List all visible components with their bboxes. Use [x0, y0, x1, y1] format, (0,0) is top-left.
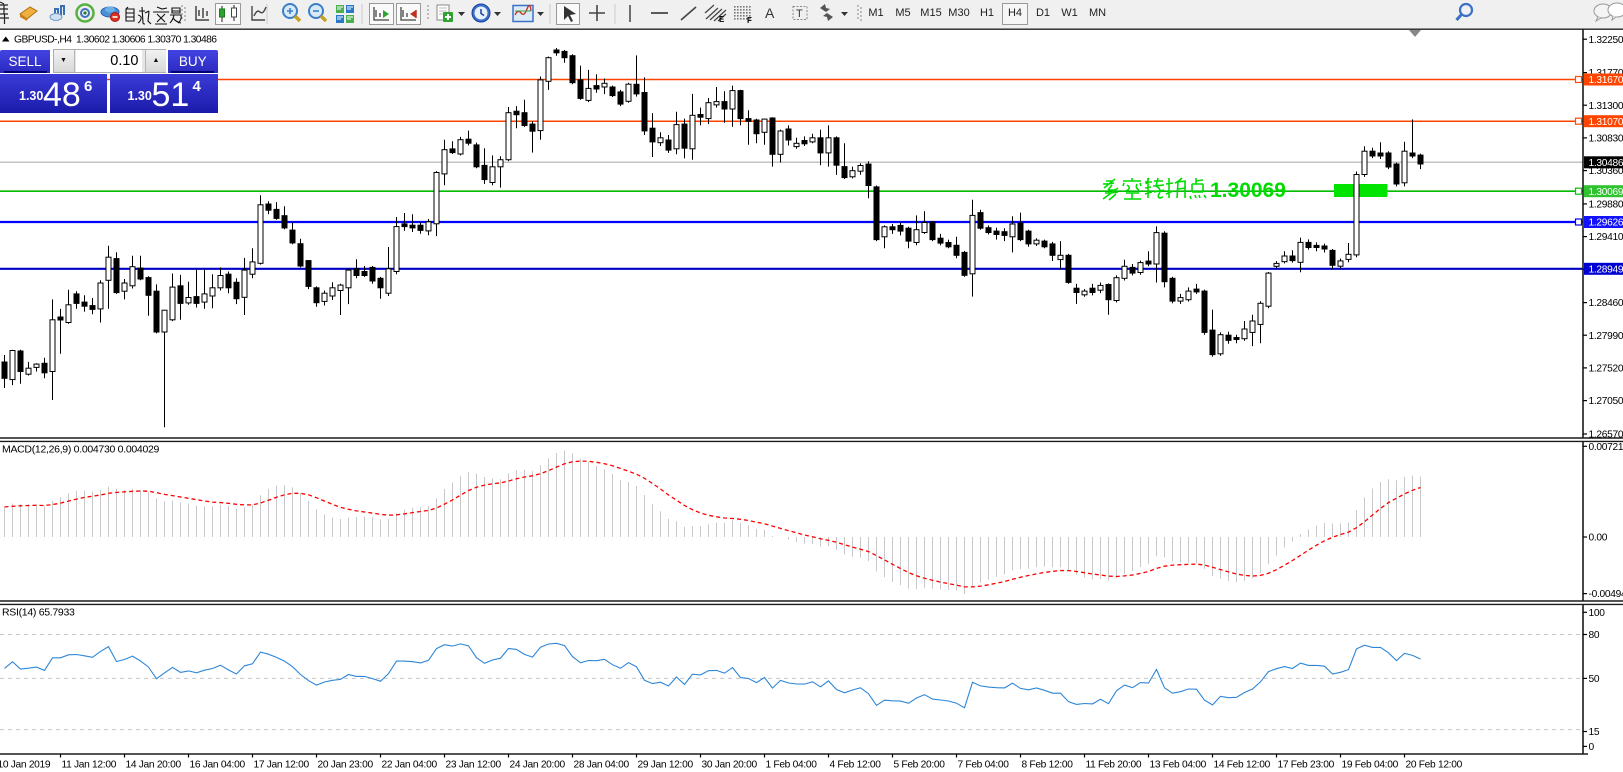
- svg-text:19 Feb 04:00: 19 Feb 04:00: [1342, 760, 1399, 771]
- svg-text:5 Feb 20:00: 5 Feb 20:00: [894, 760, 946, 771]
- svg-text:80: 80: [1589, 630, 1600, 641]
- svg-text:16 Jan 04:00: 16 Jan 04:00: [190, 760, 246, 771]
- svg-text:7 Feb 04:00: 7 Feb 04:00: [958, 760, 1010, 771]
- svg-text:4 Feb 12:00: 4 Feb 12:00: [830, 760, 882, 771]
- svg-text:10 Jan 2019: 10 Jan 2019: [0, 760, 51, 771]
- svg-text:1.26570: 1.26570: [1589, 430, 1623, 441]
- svg-text:22 Jan 04:00: 22 Jan 04:00: [382, 760, 438, 771]
- svg-text:1.27050: 1.27050: [1589, 396, 1623, 407]
- svg-text:1 Feb 04:00: 1 Feb 04:00: [766, 760, 818, 771]
- svg-text:14 Jan 20:00: 14 Jan 20:00: [126, 760, 182, 771]
- svg-text:17 Feb 23:00: 17 Feb 23:00: [1278, 760, 1335, 771]
- svg-text:0.007216: 0.007216: [1589, 442, 1623, 453]
- svg-text:30 Jan 20:00: 30 Jan 20:00: [702, 760, 758, 771]
- svg-text:23 Jan 12:00: 23 Jan 12:00: [446, 760, 502, 771]
- svg-text:T: T: [796, 8, 803, 20]
- svg-text:14 Feb 12:00: 14 Feb 12:00: [1214, 760, 1271, 771]
- svg-text:20 Jan 23:00: 20 Jan 23:00: [318, 760, 374, 771]
- svg-text:13 Feb 04:00: 13 Feb 04:00: [1150, 760, 1207, 771]
- svg-text:0: 0: [1589, 742, 1595, 753]
- svg-text:100: 100: [1589, 608, 1606, 619]
- svg-text:1.30360: 1.30360: [1589, 166, 1623, 177]
- svg-text:11 Feb 20:00: 11 Feb 20:00: [1086, 760, 1142, 771]
- svg-text:50: 50: [1589, 674, 1600, 685]
- svg-text:8 Feb 12:00: 8 Feb 12:00: [1022, 760, 1074, 771]
- svg-text:28 Jan 04:00: 28 Jan 04:00: [574, 760, 630, 771]
- svg-text:1.31300: 1.31300: [1589, 101, 1623, 112]
- svg-text:-0.004941: -0.004941: [1589, 589, 1623, 600]
- svg-text:1.31670: 1.31670: [1589, 75, 1623, 86]
- svg-text:A: A: [765, 5, 775, 21]
- svg-text:29 Jan 12:00: 29 Jan 12:00: [638, 760, 694, 771]
- svg-text:E: E: [719, 15, 725, 24]
- svg-text:1.28460: 1.28460: [1589, 298, 1623, 309]
- svg-text:1.27990: 1.27990: [1589, 331, 1623, 342]
- svg-text:1.32250: 1.32250: [1589, 35, 1623, 46]
- svg-text:1.29626: 1.29626: [1589, 218, 1623, 229]
- svg-text:1.30830: 1.30830: [1589, 134, 1623, 145]
- svg-text:15: 15: [1589, 727, 1600, 738]
- svg-text:1.30069: 1.30069: [1589, 187, 1623, 198]
- svg-text:RSI(14) 65.7933: RSI(14) 65.7933: [2, 607, 75, 619]
- svg-text:1.31070: 1.31070: [1589, 117, 1623, 128]
- svg-text:24 Jan 20:00: 24 Jan 20:00: [510, 760, 566, 771]
- svg-text:20 Feb 12:00: 20 Feb 12:00: [1406, 760, 1463, 771]
- svg-text:1.30069: 1.30069: [1210, 179, 1286, 202]
- svg-text:1.27520: 1.27520: [1589, 364, 1623, 375]
- svg-text:1.30486: 1.30486: [1589, 158, 1623, 169]
- svg-text:11 Jan 12:00: 11 Jan 12:00: [62, 760, 117, 771]
- svg-text:1.29880: 1.29880: [1589, 200, 1623, 211]
- svg-text:17 Jan 12:00: 17 Jan 12:00: [254, 760, 310, 771]
- svg-text:MACD(12,26,9) 0.004730 0.00402: MACD(12,26,9) 0.004730 0.004029: [2, 444, 160, 456]
- svg-text:F: F: [747, 16, 752, 25]
- svg-text:1.28949: 1.28949: [1589, 264, 1623, 275]
- svg-text:1.29410: 1.29410: [1589, 232, 1623, 243]
- svg-text:GBPUSD-,H4 1.30602 1.30606 1.: GBPUSD-,H4 1.30602 1.30606 1.30370 1.304…: [14, 35, 217, 46]
- svg-text:0.00: 0.00: [1589, 533, 1608, 544]
